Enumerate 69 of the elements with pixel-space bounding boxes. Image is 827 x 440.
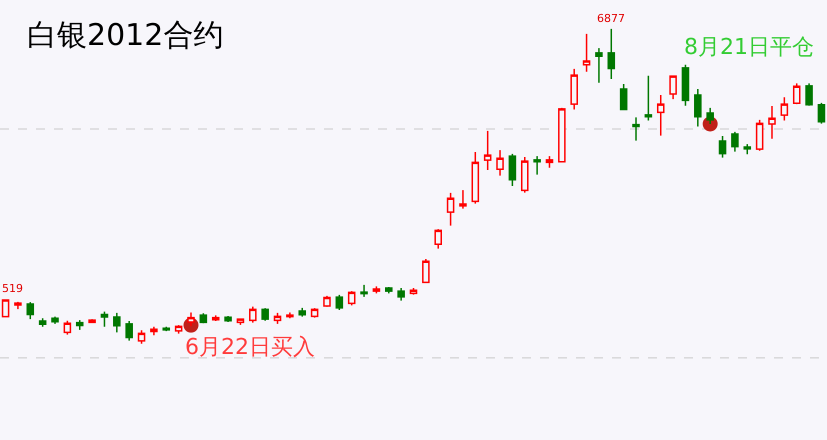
candlestick	[286, 312, 294, 319]
candlestick	[261, 307, 269, 322]
candlestick	[669, 75, 677, 100]
candlestick	[224, 315, 232, 323]
candlestick	[472, 151, 480, 204]
candlestick	[323, 295, 331, 308]
candlestick	[656, 94, 665, 136]
candlestick	[64, 320, 72, 336]
candlestick	[249, 306, 257, 324]
candlestick	[520, 156, 529, 194]
candlestick	[397, 287, 405, 302]
candlestick	[570, 68, 578, 110]
candlestick	[446, 192, 454, 226]
candlestick	[14, 301, 22, 310]
candlestick	[805, 82, 813, 106]
candlestick	[459, 189, 467, 210]
candlestick	[694, 88, 702, 128]
candlestick	[533, 155, 541, 176]
candlestick	[100, 310, 108, 328]
candlestick	[138, 329, 146, 344]
candlestick	[162, 326, 170, 332]
candlestick	[682, 64, 690, 106]
candlestick	[718, 135, 726, 158]
candlestick	[422, 258, 430, 284]
candlestick	[26, 301, 34, 320]
candlestick	[174, 324, 182, 334]
candlestick	[434, 228, 442, 250]
candlestick	[200, 312, 208, 324]
candlestick	[818, 102, 826, 124]
candlestick	[310, 307, 318, 318]
candlestick	[792, 82, 800, 105]
candlestick	[632, 116, 640, 142]
candlestick	[113, 312, 121, 334]
candlestick	[644, 75, 652, 122]
candlestick	[731, 131, 739, 152]
candlestick	[125, 320, 133, 342]
candlestick	[608, 28, 616, 80]
candlestick	[620, 83, 628, 111]
candlestick	[410, 287, 418, 296]
annotation: 6月22日买入	[185, 335, 315, 360]
candlestick	[595, 47, 603, 84]
candlestick	[768, 105, 776, 140]
candlestick	[76, 319, 84, 331]
chart-title: 白银2012合约	[27, 18, 224, 53]
candlestick	[236, 318, 244, 326]
candlestick	[38, 317, 46, 328]
candlestick	[496, 149, 504, 176]
text: 6877	[597, 12, 625, 25]
candlestick	[582, 33, 590, 72]
candlestick	[336, 294, 344, 311]
candlestick	[546, 155, 554, 168]
candlestick	[360, 284, 368, 298]
candlestick	[484, 130, 492, 171]
candlestick	[372, 286, 380, 294]
candlestick	[780, 96, 788, 122]
candlestick	[274, 312, 282, 325]
candlestick	[150, 326, 158, 336]
annotation: 519	[2, 282, 23, 295]
candlestick	[558, 107, 566, 163]
candlestick	[756, 119, 764, 152]
candlestick	[51, 316, 59, 325]
candlestick	[348, 290, 356, 306]
candlestick	[706, 107, 714, 125]
candlestick	[385, 286, 393, 294]
annotation: 8月21日平仓	[684, 35, 814, 60]
candlestick	[187, 312, 195, 327]
candlestick	[298, 307, 306, 318]
candlestick	[743, 143, 752, 155]
candlestick	[508, 153, 516, 187]
